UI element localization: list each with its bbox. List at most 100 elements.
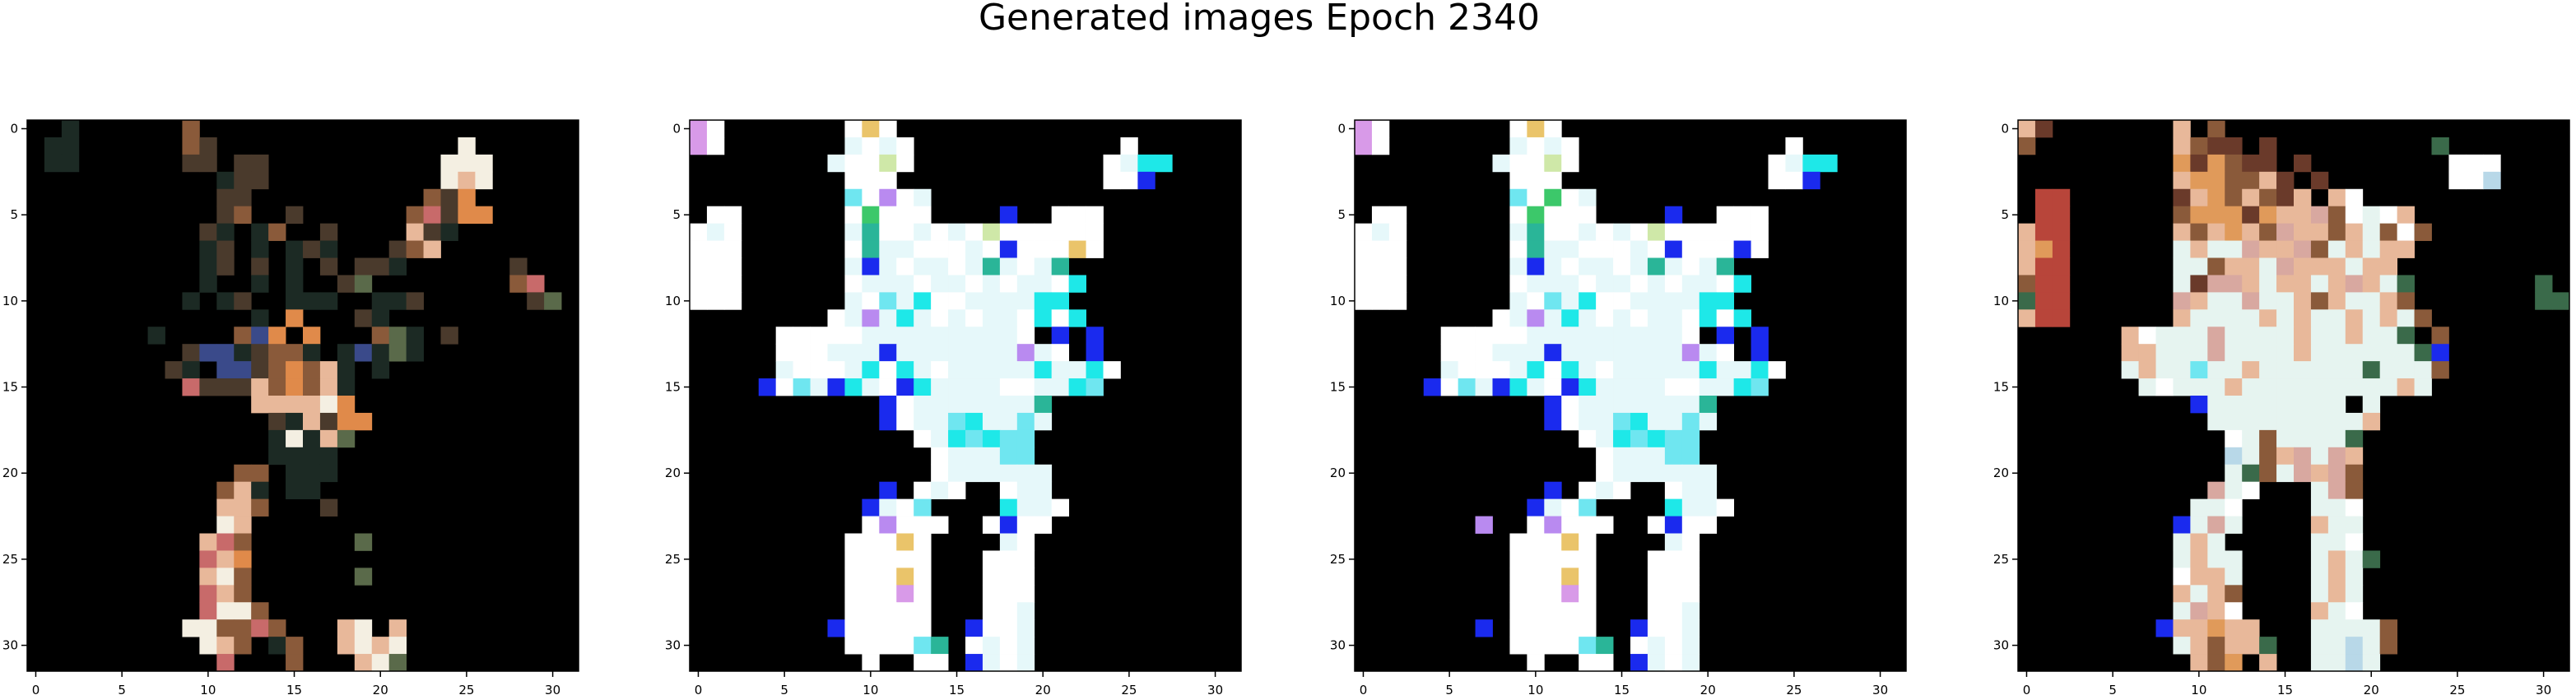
pixel-cell [268, 361, 286, 379]
pixel-cell [2448, 171, 2467, 190]
pixel-cell [61, 120, 80, 138]
pixel-cell [1509, 602, 1527, 620]
pixel-cell [1613, 481, 1631, 500]
pixel-cell [1579, 429, 1597, 448]
pixel-cell [1527, 206, 1545, 225]
pixel-cell [2345, 654, 2364, 672]
pixel-cell [1579, 292, 1597, 310]
pixel-cell [2155, 361, 2174, 379]
pixel-cell [1016, 481, 1035, 500]
pixel-cell [2173, 257, 2191, 276]
pixel-cell [2310, 361, 2329, 379]
pixel-cell [999, 206, 1018, 225]
pixel-cell [2190, 568, 2208, 586]
pixel-cell [1699, 464, 1718, 483]
pixel-cell [879, 240, 897, 258]
pixel-cell [1051, 292, 1070, 310]
pixel-cell [2173, 568, 2191, 586]
pixel-cell [440, 154, 458, 173]
pixel-cell [2138, 344, 2156, 362]
pixel-cell [1664, 378, 1683, 396]
axes-frame [26, 119, 579, 672]
pixel-cell [1820, 154, 1838, 173]
pixel-cell [2207, 412, 2225, 431]
pixel-cell [1458, 361, 1476, 379]
pixel-cell [286, 396, 304, 414]
pixel-cell [2327, 550, 2346, 568]
pixel-cell [2052, 223, 2071, 241]
pixel-cell [2345, 309, 2364, 327]
pixel-cell [2310, 516, 2329, 534]
pixel-cell [2173, 292, 2191, 310]
pixel-cell [544, 292, 562, 310]
pixel-cell [844, 602, 863, 620]
pixel-cell [1802, 171, 1820, 190]
pixel-cell [199, 344, 217, 362]
pixel-cell [1647, 257, 1666, 276]
pixel-cell [948, 396, 966, 414]
pixel-cell [948, 429, 966, 448]
pixel-cell [1681, 327, 1700, 345]
pixel-cell [354, 412, 373, 431]
pixel-cell [879, 498, 897, 517]
pixel-cell [2190, 550, 2208, 568]
pixel-cell [1664, 429, 1683, 448]
pixel-cell [319, 498, 338, 517]
pixel-cell [1579, 481, 1597, 500]
pixel-cell [1579, 550, 1597, 568]
pixel-cell [2535, 292, 2553, 310]
pixel-cell [388, 257, 407, 276]
pixel-cell [2345, 327, 2364, 345]
pixel-cell [475, 206, 493, 225]
pixel-cell [199, 550, 217, 568]
pixel-cell [1630, 412, 1648, 431]
pixel-cell [1613, 292, 1631, 310]
pixel-cell [2259, 361, 2277, 379]
pixel-cell [2207, 240, 2225, 258]
pixel-cell [2225, 585, 2243, 603]
pixel-cell [1137, 154, 1155, 173]
pixel-cell [1544, 292, 1562, 310]
pixel-cell [879, 568, 897, 586]
pixel-cell [2242, 275, 2260, 293]
pixel-cell [879, 206, 897, 225]
pixel-cell [879, 171, 897, 190]
pixel-cell [1527, 637, 1545, 655]
x-tick-label: 30 [2536, 683, 2551, 695]
pixel-cell [2327, 602, 2346, 620]
pixel-cell [1137, 171, 1155, 190]
pixel-cell [1527, 619, 1545, 637]
pixel-cell [406, 223, 424, 241]
pixel-cell [1579, 188, 1597, 207]
pixel-cell [2310, 637, 2329, 655]
pixel-cell [388, 344, 407, 362]
pixel-cell [2225, 568, 2243, 586]
pixel-cell [1475, 327, 1493, 345]
pixel-cell [2242, 464, 2260, 483]
pixel-cell [1561, 412, 1579, 431]
pixel-cell [879, 533, 897, 551]
pixel-cell [1068, 378, 1086, 396]
pixel-cell [1630, 361, 1648, 379]
pixel-cell [1388, 223, 1407, 241]
pixel-cell [1388, 240, 1407, 258]
pixel-cell [2190, 275, 2208, 293]
pixel-cell [1068, 309, 1086, 327]
pixel-cell [914, 240, 932, 258]
pixel-cell [1068, 223, 1086, 241]
pixel-cell [1492, 154, 1510, 173]
pixel-cell [2310, 257, 2329, 276]
pixel-cell [2052, 309, 2071, 327]
x-tick-label: 25 [458, 683, 474, 695]
pixel-cell [2207, 154, 2225, 173]
pixel-cell [827, 154, 845, 173]
pixel-cell [1016, 309, 1035, 327]
pixel-cell [1664, 206, 1683, 225]
pixel-cell [999, 327, 1018, 345]
pixel-cell [1664, 550, 1683, 568]
pixel-cell [1751, 361, 1769, 379]
pixel-cell [2190, 637, 2208, 655]
pixel-cell [999, 585, 1018, 603]
pixel-cell [1388, 206, 1407, 225]
pixel-cell [2190, 361, 2208, 379]
